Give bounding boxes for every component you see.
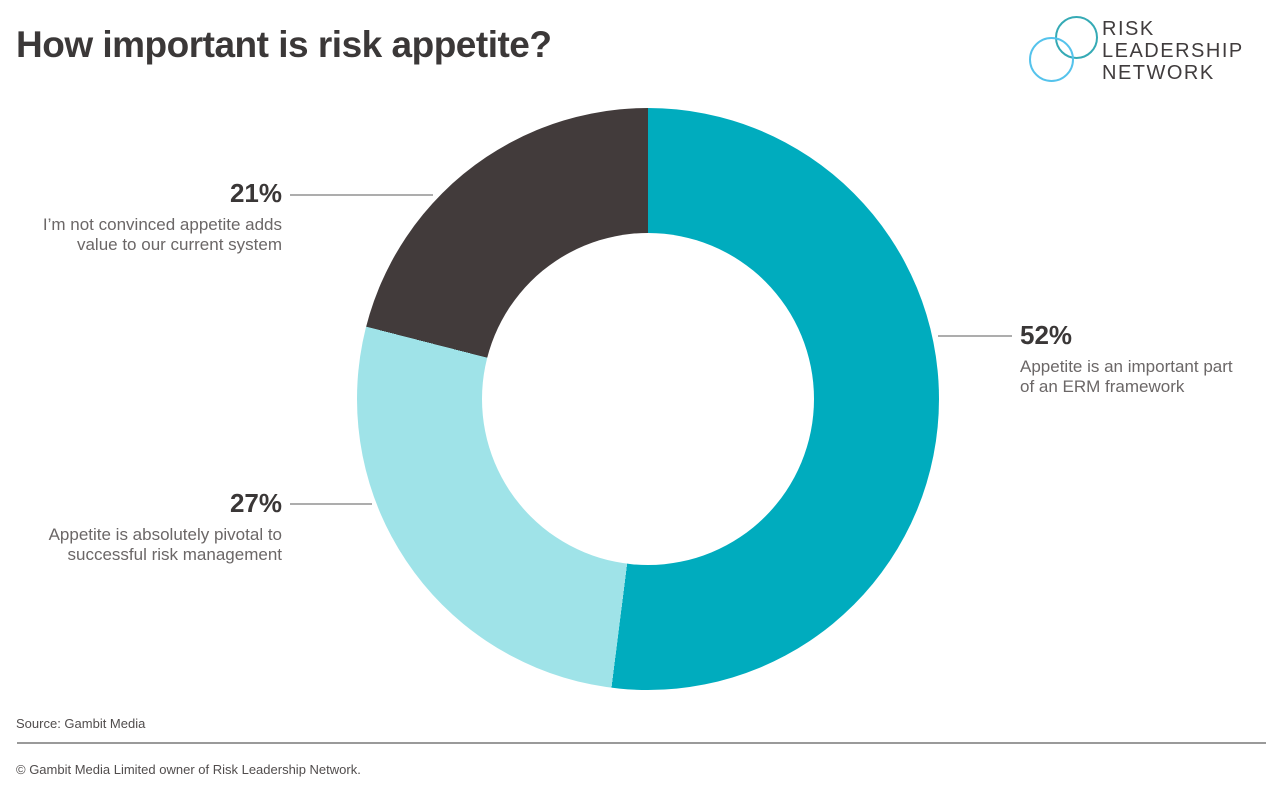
percent-value: 27%	[229, 488, 282, 518]
callout-description-line: successful risk management	[67, 545, 282, 564]
callout-erm: 52% Appetite is an important part of an …	[1020, 322, 1280, 397]
source-note: Source: Gambit Media	[16, 716, 146, 731]
callout-description-line: of an ERM framework	[1020, 377, 1185, 396]
footer-divider	[17, 742, 1266, 744]
callout-pivotal: 27% Appetite is absolutely pivotal to su…	[10, 490, 282, 565]
callout-description-line: I’m not convinced appetite adds	[42, 215, 282, 234]
callout-description: Appetite is an important part of an ERM …	[1020, 357, 1280, 397]
callout-description: Appetite is absolutely pivotal to succes…	[10, 525, 282, 565]
copyright-note: © Gambit Media Limited owner of Risk Lea…	[16, 762, 361, 777]
leader-line-pivotal	[290, 503, 372, 505]
donut-hole	[482, 233, 814, 565]
logo-line-leadership: LEADERSHIP	[1102, 40, 1244, 62]
callout-description-line: Appetite is absolutely pivotal to	[48, 525, 282, 544]
logo-circle-blue-icon	[1029, 37, 1074, 82]
callout-description-line: value to our current system	[76, 235, 282, 254]
callout-description: I’m not convinced appetite adds value to…	[10, 215, 282, 255]
callout-not-convinced: 21% I’m not convinced appetite adds valu…	[10, 180, 282, 255]
logo-line-risk: RISK	[1102, 18, 1155, 40]
brand-logo: RISK LEADERSHIP NETWORK	[1102, 18, 1244, 84]
leader-line-not-convinced	[290, 194, 433, 196]
percent-value: 21%	[229, 178, 282, 208]
percent-value: 52%	[1020, 320, 1073, 350]
leader-line-erm	[938, 335, 1012, 337]
logo-line-network: NETWORK	[1102, 62, 1215, 84]
callout-description-line: Appetite is an important part	[1020, 357, 1233, 376]
page-title: How important is risk appetite?	[16, 24, 552, 65]
